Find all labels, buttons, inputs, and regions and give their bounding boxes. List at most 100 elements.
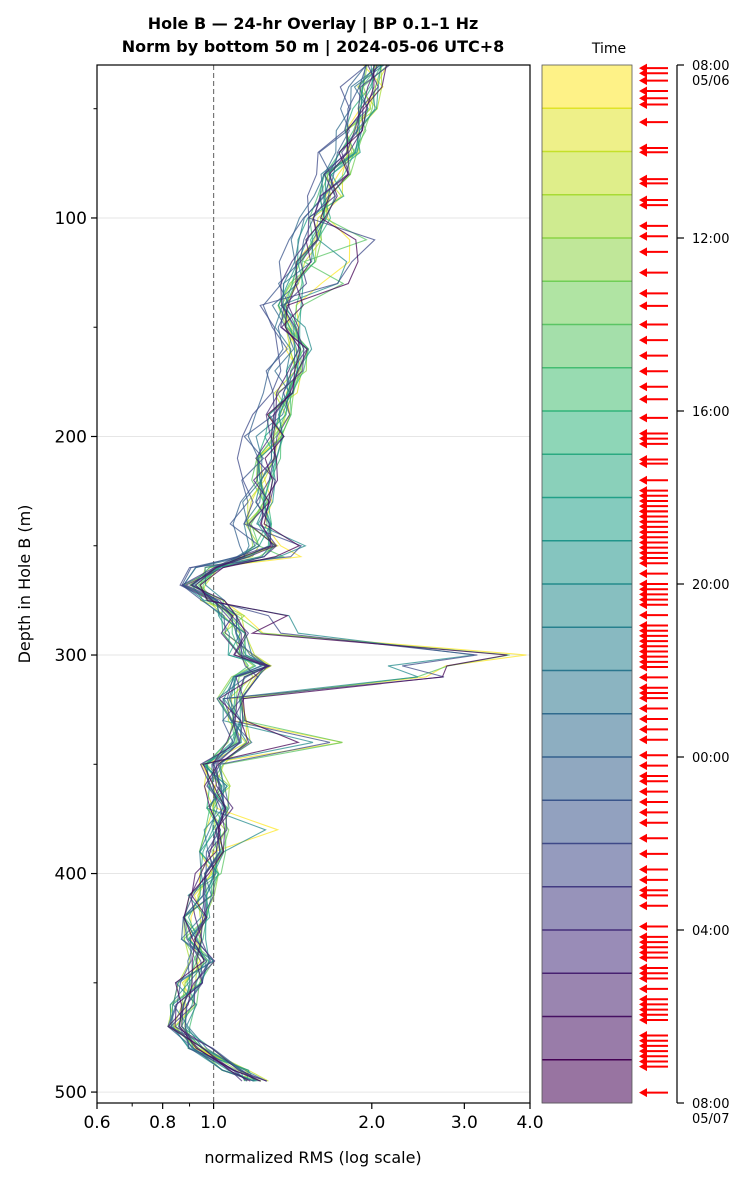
event-arrow <box>639 117 668 127</box>
event-arrow <box>639 268 668 278</box>
event-arrow-head <box>639 200 647 210</box>
event-arrow <box>639 984 668 994</box>
event-arrow-head <box>639 807 647 817</box>
event-arrow <box>639 953 668 963</box>
event-arrow-head <box>639 366 647 376</box>
event-arrow <box>639 833 668 843</box>
event-arrow-head <box>639 973 647 983</box>
colorbar-band <box>542 886 632 931</box>
event-arrows <box>639 63 668 1098</box>
colorbar-band <box>542 324 632 369</box>
x-tick-label: 0.8 <box>149 1113 176 1133</box>
event-arrow-head <box>639 178 647 188</box>
event-arrow-head <box>639 351 647 361</box>
event-arrow <box>639 672 668 682</box>
chart-subtitle: Norm by bottom 50 m | 2024-05-06 UTC+8 <box>122 37 505 57</box>
event-arrow-head <box>639 99 647 109</box>
event-arrow <box>639 864 668 874</box>
colorbar-tick-label: 16:00 <box>692 405 729 420</box>
event-arrow <box>639 569 668 579</box>
event-arrow-head <box>639 714 647 724</box>
event-arrow <box>639 610 668 620</box>
event-arrow-head <box>639 984 647 994</box>
event-arrow-head <box>639 890 647 900</box>
colorbar-band <box>542 627 632 671</box>
colorbar-band <box>542 584 632 628</box>
event-arrow-head <box>639 750 647 760</box>
event-arrow <box>639 86 668 96</box>
colorbar-band <box>542 757 632 801</box>
event-arrow-head <box>639 875 647 885</box>
event-arrow-head <box>639 797 647 807</box>
event-arrow-head <box>639 231 647 241</box>
event-arrow <box>639 288 668 298</box>
event-arrow-head <box>639 86 647 96</box>
event-arrow-head <box>639 439 647 449</box>
event-arrow <box>639 558 668 568</box>
x-axis: 0.6 0.8 1.0 2.0 3.0 4.0 <box>83 1103 544 1133</box>
event-arrow <box>639 76 668 86</box>
event-arrow <box>639 662 668 672</box>
y-tick-label: 300 <box>55 646 87 666</box>
event-arrow-head <box>639 1088 647 1098</box>
event-arrow <box>639 99 668 109</box>
event-arrow-head <box>639 320 647 329</box>
colorbar-band <box>542 497 632 542</box>
colorbar-tick-label: 05/07 <box>692 1112 729 1127</box>
colorbar-band <box>542 367 632 412</box>
event-arrow-head <box>639 672 647 682</box>
event-arrow <box>639 714 668 724</box>
colorbar-band <box>542 65 632 109</box>
event-arrow-head <box>639 901 647 911</box>
colorbar-frame <box>541 64 633 1104</box>
event-arrow <box>639 704 668 714</box>
event-arrow-head <box>639 117 647 127</box>
event-arrow-head <box>639 922 647 932</box>
event-arrow-head <box>639 335 647 345</box>
colorbar-band <box>542 281 632 325</box>
colorbar-band <box>542 411 632 455</box>
event-arrow-head <box>639 247 647 257</box>
event-arrow-head <box>639 724 647 734</box>
chart-title: Hole B — 24-hr Overlay | BP 0.1–1 Hz <box>148 14 479 34</box>
x-axis-label: normalized RMS (log scale) <box>204 1148 421 1167</box>
event-arrow-head <box>639 268 647 278</box>
event-arrow <box>639 178 668 188</box>
event-arrow <box>639 922 668 932</box>
colorbar-band <box>542 670 632 715</box>
colorbar-band <box>542 1059 632 1104</box>
event-arrow-head <box>639 475 647 485</box>
colorbar-band <box>542 238 632 282</box>
event-arrow <box>639 875 668 885</box>
event-arrow-head <box>639 693 647 703</box>
colorbar-band <box>542 151 632 196</box>
x-tick-label: 0.6 <box>83 1113 110 1133</box>
colorbar-band <box>542 930 632 974</box>
colorbar-tick-label: 00:00 <box>692 751 729 766</box>
event-arrow-head <box>639 761 647 771</box>
event-arrow-head <box>639 610 647 620</box>
event-arrow <box>639 475 668 485</box>
colorbar-band <box>542 1016 632 1061</box>
event-arrow <box>639 221 668 231</box>
colorbar-band <box>542 713 632 758</box>
event-arrow <box>639 787 668 797</box>
event-arrow-head <box>639 221 647 231</box>
event-arrow-head <box>639 486 647 496</box>
series-line <box>178 64 382 1082</box>
colorbar-tick-label: 08:00 <box>692 1097 729 1112</box>
event-arrow-head <box>639 76 647 86</box>
event-arrow-head <box>639 288 647 298</box>
event-arrow <box>639 735 668 745</box>
plot-area: 0.6 0.8 1.0 2.0 3.0 4.0 100 200 300 400 500 norma… <box>15 64 544 1167</box>
event-arrow-head <box>639 662 647 672</box>
event-arrow <box>639 247 668 257</box>
series-lines <box>167 64 527 1082</box>
colorbar-tick-label: 08:00 <box>692 59 729 74</box>
x-tick-label: 2.0 <box>358 1113 385 1133</box>
event-arrow-head <box>639 301 647 311</box>
event-arrow <box>639 459 668 469</box>
colorbar-tick-label: 05/06 <box>692 74 729 89</box>
event-arrow <box>639 973 668 983</box>
